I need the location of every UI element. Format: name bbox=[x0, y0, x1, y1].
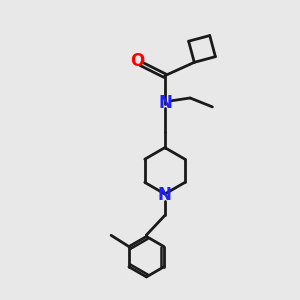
Text: N: N bbox=[158, 187, 172, 205]
Text: N: N bbox=[158, 94, 172, 112]
Text: O: O bbox=[130, 52, 145, 70]
